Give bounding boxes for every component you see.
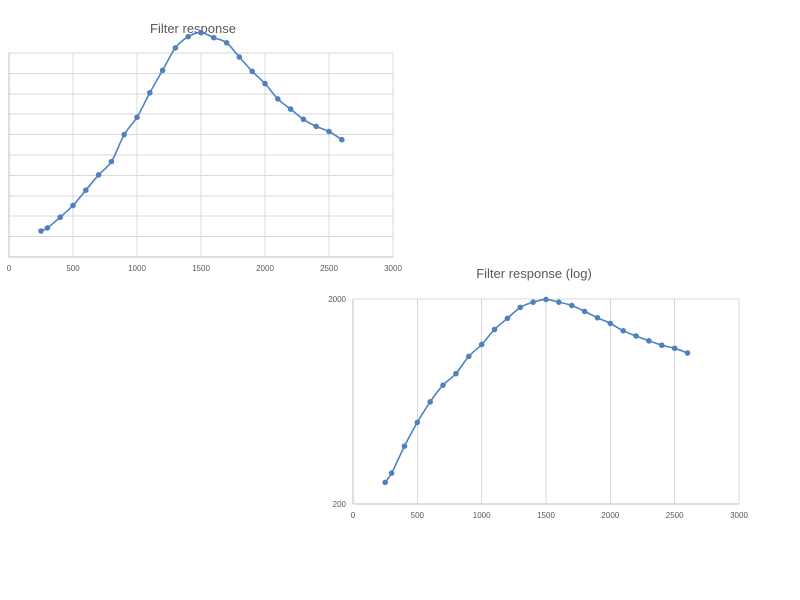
x-tick-label: 1000: [473, 511, 491, 520]
data-point: [223, 40, 230, 46]
x-tick-label: 1500: [537, 511, 555, 520]
data-point: [326, 128, 332, 135]
data-point: [478, 341, 485, 348]
data-point: [466, 353, 472, 360]
data-point: [440, 382, 446, 388]
data-point: [388, 470, 395, 476]
data-point: [211, 34, 217, 41]
data-point: [198, 29, 204, 36]
data-point: [172, 45, 179, 51]
data-point: [44, 225, 51, 231]
data-point: [401, 443, 408, 449]
x-tick-label: 2000: [256, 264, 274, 273]
data-point: [517, 304, 524, 311]
filter-response-chart: Filter response 0 500 1000 1500 2000 2500 3000: [7, 21, 403, 273]
data-point: [504, 315, 511, 322]
data-point: [594, 314, 601, 321]
data-point: [147, 89, 153, 96]
data-point: [38, 228, 44, 234]
data-point: [568, 302, 575, 309]
data-point: [556, 299, 562, 305]
data-point: [339, 136, 345, 143]
data-point: [287, 106, 294, 112]
y-tick-label: 2000: [328, 295, 346, 304]
chart-title: Filter response (log): [476, 266, 592, 281]
x-tick-label: 1500: [192, 264, 210, 273]
x-tick-label: 0: [351, 511, 356, 520]
data-point: [121, 131, 127, 138]
filter-response-log-chart: Filter response (log) 0 500 1000 1500 2000 25…: [328, 266, 748, 520]
data-point: [684, 350, 691, 356]
data-point: [607, 320, 614, 327]
x-tick-label: 3000: [730, 511, 748, 520]
data-point: [620, 327, 626, 334]
data-point: [108, 158, 115, 165]
data-point: [275, 96, 281, 102]
data-point: [262, 80, 268, 87]
data-point: [95, 172, 102, 178]
x-tick-label: 2000: [601, 511, 619, 520]
data-point: [134, 114, 140, 121]
data-point: [543, 296, 549, 303]
data-point: [646, 338, 652, 344]
data-point: [671, 345, 678, 352]
y-tick-label: 200: [333, 500, 347, 509]
data-point: [83, 187, 89, 193]
x-tick-label: 2500: [666, 511, 684, 520]
data-point: [382, 479, 388, 486]
data-point: [453, 370, 459, 377]
data-point: [530, 299, 536, 305]
data-point: [427, 399, 434, 405]
x-tick-label: 1000: [128, 264, 146, 273]
series-line: [384, 298, 688, 483]
data-point: [491, 326, 498, 333]
data-point: [70, 202, 76, 209]
data-point: [414, 419, 421, 426]
x-tick-label: 3000: [384, 264, 402, 273]
chart-title: Filter response: [150, 21, 236, 36]
data-point: [300, 116, 307, 123]
data-point: [185, 33, 191, 40]
x-tick-label: 0: [7, 264, 12, 273]
data-point: [159, 67, 166, 74]
data-point: [57, 214, 63, 221]
data-point: [581, 308, 588, 315]
series-line: [40, 31, 343, 232]
data-point: [633, 333, 639, 339]
data-point: [313, 123, 320, 130]
data-point: [249, 68, 255, 75]
x-tick-label: 500: [411, 511, 425, 520]
data-point: [236, 54, 243, 60]
data-point: [659, 342, 665, 349]
x-tick-label: 500: [66, 264, 80, 273]
x-tick-label: 2500: [320, 264, 338, 273]
